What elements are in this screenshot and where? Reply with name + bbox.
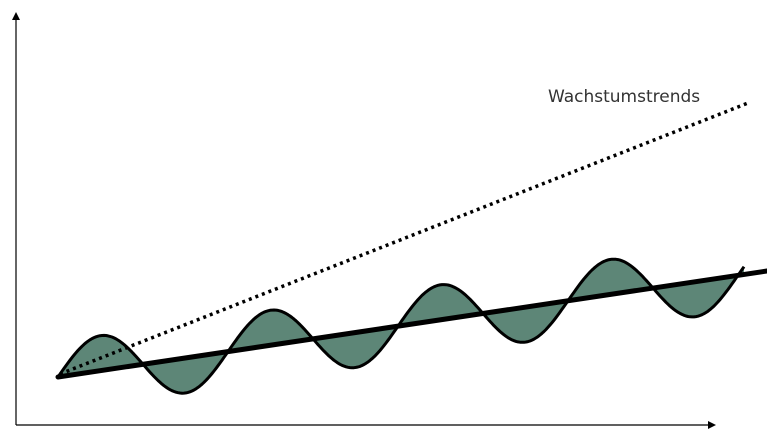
oscillation-curve bbox=[56, 257, 746, 395]
growth-trend-label: Wachstumstrends bbox=[548, 87, 700, 107]
trend-line bbox=[55, 268, 767, 380]
growth-trend-dotted-line bbox=[59, 101, 749, 376]
